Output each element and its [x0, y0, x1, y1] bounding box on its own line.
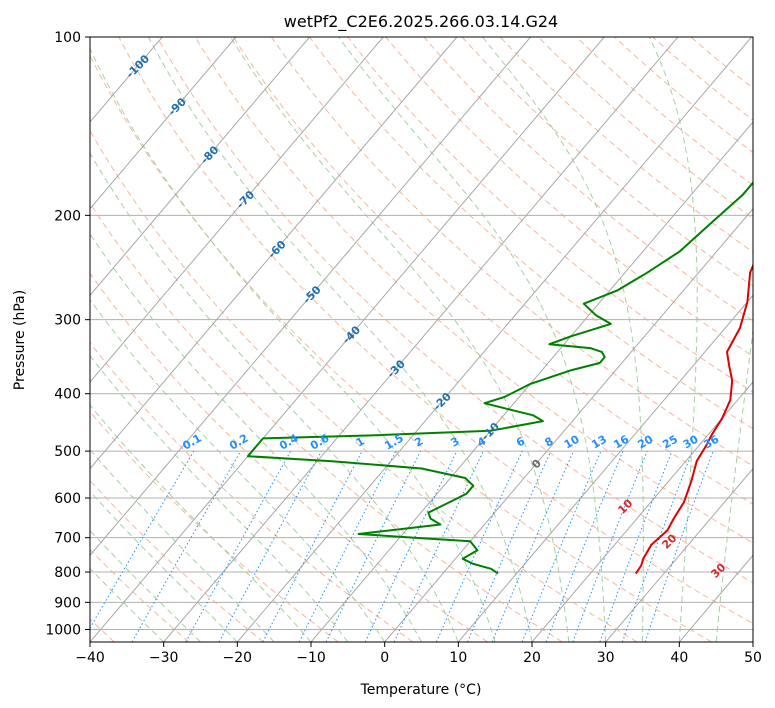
- mixing-ratio-line: [644, 450, 714, 642]
- mixing-ratio-line: [621, 450, 693, 642]
- dry-adiabat-line: [309, 37, 753, 430]
- x-tick-label: 40: [670, 650, 688, 666]
- mixing-ratio-line: [218, 450, 322, 642]
- mixing-ratio-line: [435, 450, 523, 642]
- dry-adiabat-line: [194, 37, 753, 544]
- dry-adiabat-line: [90, 479, 264, 642]
- dewpoint-trace: [246, 181, 753, 575]
- dry-adiabat-line: [90, 129, 638, 642]
- isotherm-line: [163, 37, 679, 642]
- x-tick-label: −20: [223, 650, 253, 666]
- y-tick-label: 700: [54, 531, 81, 547]
- moist-adiabats: [90, 37, 753, 642]
- plot-frame: [89, 36, 754, 643]
- x-tick-label: 0: [380, 650, 389, 666]
- y-axis-ticks: 100 200 300 400 500 600 700 800 900 1000: [45, 30, 90, 638]
- y-tick-label: 500: [54, 444, 81, 460]
- mixing-ratio-line: [521, 450, 602, 642]
- isotherm-line: [90, 37, 458, 470]
- isotherm-line: [90, 37, 531, 557]
- moist-adiabat-line: [230, 37, 570, 642]
- moist-adiabat-line: [90, 232, 422, 642]
- y-tick-label: 1000: [45, 622, 81, 638]
- y-axis-label: Pressure (hPa): [12, 290, 28, 390]
- moist-adiabat-line: [90, 152, 459, 642]
- isotherm-line: [90, 37, 310, 297]
- mixing-ratio-line: [325, 450, 422, 642]
- mixing-ratio-line: [491, 450, 574, 642]
- isotherms: [90, 37, 753, 642]
- mixing-ratio-line: [298, 450, 397, 642]
- dry-adiabat-line: [423, 37, 753, 322]
- dry-adiabat-line: [461, 37, 753, 287]
- mixing-ratio-line: [572, 450, 648, 642]
- dry-adiabat-line: [232, 37, 753, 505]
- moist-adiabat-line: [338, 37, 607, 642]
- mixing-ratio-line: [599, 450, 673, 642]
- moist-adiabat-line: [147, 37, 533, 642]
- dry-adiabat-line: [499, 37, 753, 253]
- y-tick-label: 600: [54, 491, 81, 507]
- moist-adiabat-line: [715, 326, 753, 642]
- mixing-ratio-lines: [90, 450, 714, 642]
- moist-adiabat-line: [90, 404, 312, 642]
- x-tick-label: 20: [523, 650, 541, 666]
- x-tick-label: −10: [296, 650, 326, 666]
- isotherm-line: [605, 467, 753, 642]
- moist-adiabat-line: [482, 37, 644, 642]
- x-tick-label: 50: [744, 650, 762, 666]
- isotherm-line: [236, 37, 752, 642]
- y-tick-label: 400: [54, 387, 81, 403]
- dry-adiabat-line: [156, 37, 753, 584]
- moist-adiabat-line: [90, 355, 349, 642]
- temperature-trace: [634, 262, 753, 575]
- moist-adiabat-line: [90, 567, 165, 642]
- moist-adiabat-line: [90, 47, 496, 642]
- isotherm-line: [457, 294, 753, 642]
- y-tick-label: 300: [54, 313, 81, 329]
- y-tick-label: 200: [54, 208, 81, 224]
- mixing-ratio-line: [185, 450, 292, 642]
- sounding-traces: [246, 181, 753, 575]
- dry-adiabat-line: [90, 54, 712, 642]
- x-tick-label: 30: [597, 650, 615, 666]
- dry-adiabat-line: [347, 37, 753, 393]
- x-axis-ticks: −40 −30 −20 −10 0 10 20 30 40 50: [75, 642, 762, 666]
- isotherm-line: [531, 381, 753, 642]
- dry-adiabat-line: [90, 342, 414, 642]
- y-tick-label: 100: [54, 30, 81, 46]
- y-tick-label: 800: [54, 565, 81, 581]
- isotherm-line: [90, 37, 237, 210]
- y-tick-label: 900: [54, 595, 81, 611]
- isotherm-line: [90, 37, 605, 642]
- isotherm-line: [310, 121, 753, 642]
- isotherm-line: [90, 37, 384, 383]
- mixing-ratio-line: [545, 450, 624, 642]
- x-tick-label: −40: [75, 650, 105, 666]
- x-tick-label: 10: [449, 650, 467, 666]
- moist-adiabat-line: [90, 298, 386, 642]
- mixing-ratio-line: [467, 450, 552, 642]
- x-axis-label: Temperature (°C): [360, 682, 482, 698]
- x-tick-label: −30: [149, 650, 179, 666]
- chart-title: wetPf2_C2E6.2025.266.03.14.G24: [284, 12, 558, 32]
